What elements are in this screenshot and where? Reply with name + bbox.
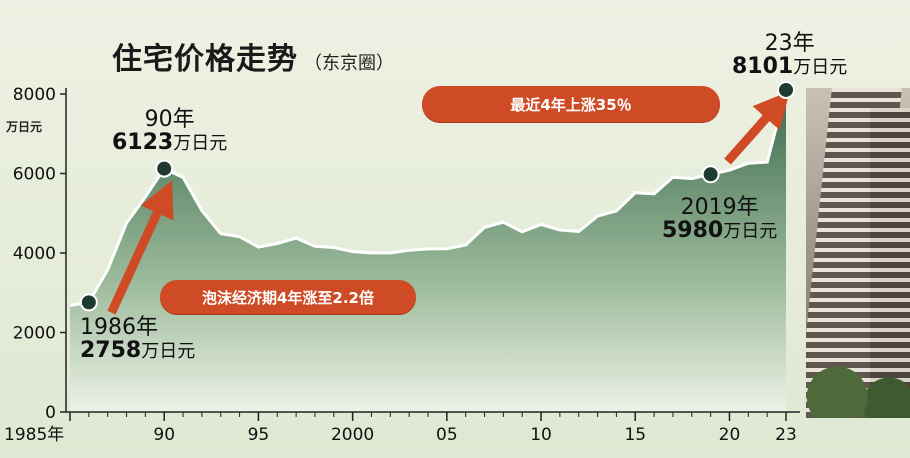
y-axis-unit-label: 万日元 — [6, 120, 43, 134]
annotation-1986: 1986年 2758万日元 — [80, 316, 195, 362]
x-tick-label: 10 — [530, 425, 552, 445]
y-tick-label: 6000 — [13, 165, 56, 185]
highlight-markers — [79, 80, 795, 312]
annotation-1990-unit: 万日元 — [173, 133, 228, 155]
highlight-marker-1986 — [79, 293, 98, 312]
price-area — [70, 90, 786, 412]
y-tick-label: 2000 — [13, 324, 56, 344]
annotation-1990: 90年 6123万日元 — [112, 108, 227, 154]
x-tick-label: 95 — [248, 425, 270, 445]
x-tick-label: 90 — [153, 425, 175, 445]
x-tick-label: 2000 — [331, 425, 374, 445]
highlight-marker-2023 — [777, 80, 795, 99]
annotation-2019-value: 5980 — [662, 218, 724, 244]
x-tick-label: 1985年 — [4, 425, 64, 445]
annotation-2023: 23年 8101万日元 — [732, 32, 847, 78]
annotation-2023-unit: 万日元 — [793, 57, 848, 79]
bubble-rise-arrow — [107, 180, 174, 315]
highlight-marker-1990 — [155, 159, 174, 178]
recent-rise-arrow — [724, 91, 790, 165]
annotation-2023-year: 23年 — [764, 31, 815, 56]
y-tick-label: 4000 — [13, 244, 56, 264]
y-tick-label: 8000 — [13, 85, 56, 105]
annotation-1986-unit: 万日元 — [141, 341, 196, 363]
annotation-2023-value: 8101 — [732, 54, 794, 80]
annotation-1990-year: 90年 — [144, 107, 195, 132]
highlight-marker-2019 — [701, 165, 720, 184]
chart-subtitle: （东京圈） — [304, 53, 394, 74]
x-tick-label: 05 — [436, 425, 458, 445]
price-line — [69, 89, 788, 307]
annotation-1986-year: 1986年 — [80, 315, 158, 340]
annotation-1990-value: 6123 — [112, 130, 174, 156]
x-axis: 1985年 90 95 2000 05 10 15 20 23 — [4, 412, 797, 445]
y-axis: 0 2000 4000 6000 8000 — [13, 85, 66, 423]
x-tick-label: 20 — [719, 425, 741, 445]
x-tick-label: 15 — [624, 425, 646, 445]
recent-rise-note: 最近4年上涨35％ — [422, 86, 720, 122]
trees — [806, 348, 910, 418]
bubble-period-note: 泡沫经济期4年涨至2.2倍 — [160, 280, 416, 314]
chart-title: 住宅价格走势 — [112, 42, 298, 77]
x-tick-label: 23 — [775, 425, 797, 445]
y-tick-label: 0 — [45, 403, 56, 423]
annotation-2019: 2019年 5980万日元 — [662, 196, 777, 242]
building-photo — [806, 88, 910, 418]
annotation-2019-unit: 万日元 — [723, 221, 778, 243]
chart-title-group: 住宅价格走势 （东京圈） — [112, 34, 394, 78]
annotation-2019-year: 2019年 — [680, 195, 759, 220]
annotation-1986-value: 2758 — [80, 338, 142, 364]
